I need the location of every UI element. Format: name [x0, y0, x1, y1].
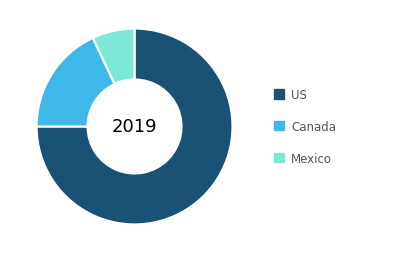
- Text: 2019: 2019: [112, 118, 157, 136]
- Wedge shape: [93, 29, 134, 85]
- Legend: US, Canada, Mexico: US, Canada, Mexico: [274, 89, 335, 165]
- Wedge shape: [36, 39, 114, 127]
- Wedge shape: [36, 29, 232, 225]
